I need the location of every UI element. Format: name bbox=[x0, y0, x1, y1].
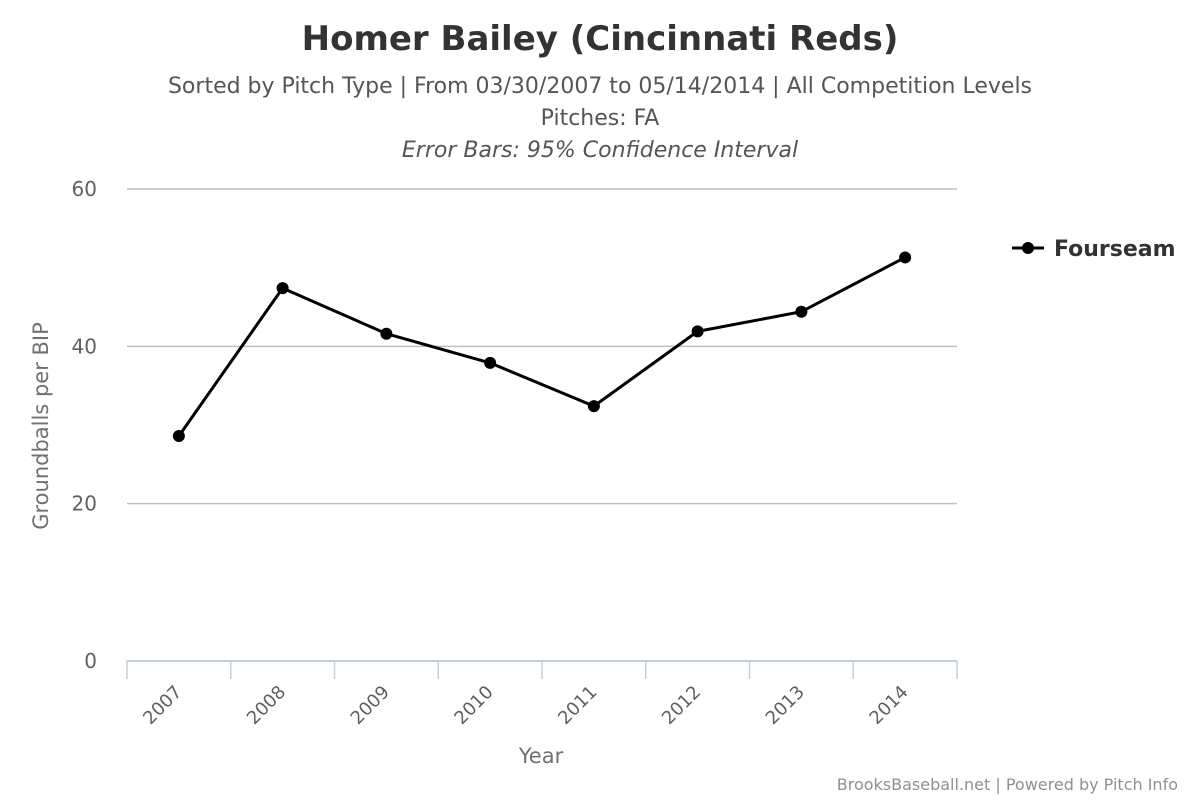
data-point[interactable] bbox=[691, 325, 704, 338]
x-tick-label: 2012 bbox=[658, 682, 705, 729]
data-point[interactable] bbox=[380, 327, 393, 340]
x-tick-label: 2008 bbox=[243, 682, 290, 729]
series-fourseam[interactable] bbox=[172, 251, 912, 443]
data-point[interactable] bbox=[276, 282, 289, 295]
chart-subtitle-line-1: Sorted by Pitch Type | From 03/30/2007 t… bbox=[168, 74, 1032, 99]
chart-credits[interactable]: BrooksBaseball.net | Powered by Pitch In… bbox=[837, 775, 1178, 794]
x-axis-title: Year bbox=[518, 744, 564, 768]
data-point[interactable] bbox=[172, 430, 185, 443]
chart-subtitle-line-2: Pitches: FA bbox=[541, 106, 660, 131]
x-tick-label: 2011 bbox=[554, 682, 601, 729]
x-tick-label: 2013 bbox=[762, 682, 809, 729]
series-line bbox=[177, 256, 906, 437]
data-point[interactable] bbox=[795, 305, 808, 318]
x-tick-label: 2010 bbox=[450, 682, 497, 729]
y-tick-label: 0 bbox=[84, 649, 97, 673]
chart-title: Homer Bailey (Cincinnati Reds) bbox=[302, 19, 899, 59]
y-tick-label: 20 bbox=[72, 492, 97, 516]
x-axis: 2007 2008 2009 2010 2011 2012 2013 2014 bbox=[126, 660, 958, 729]
legend-marker-fourseam bbox=[1022, 242, 1034, 254]
y-axis-ticks: 0 20 40 60 bbox=[72, 177, 97, 673]
y-tick-label: 40 bbox=[72, 334, 97, 358]
legend-label-fourseam: Fourseam bbox=[1054, 237, 1176, 262]
x-tick-label: 2014 bbox=[865, 682, 912, 729]
legend[interactable]: Fourseam bbox=[1012, 237, 1176, 262]
data-point[interactable] bbox=[899, 251, 912, 264]
chart-subtitle-italic: Error Bars: 95% Confidence Interval bbox=[402, 138, 798, 163]
y-tick-label: 60 bbox=[72, 177, 97, 201]
data-point[interactable] bbox=[587, 400, 600, 413]
data-point[interactable] bbox=[484, 356, 497, 369]
x-tick-label: 2009 bbox=[347, 682, 394, 729]
y-axis-title: Groundballs per BIP bbox=[29, 322, 53, 530]
x-tick-label: 2007 bbox=[139, 682, 186, 729]
grid-lines bbox=[127, 188, 957, 505]
